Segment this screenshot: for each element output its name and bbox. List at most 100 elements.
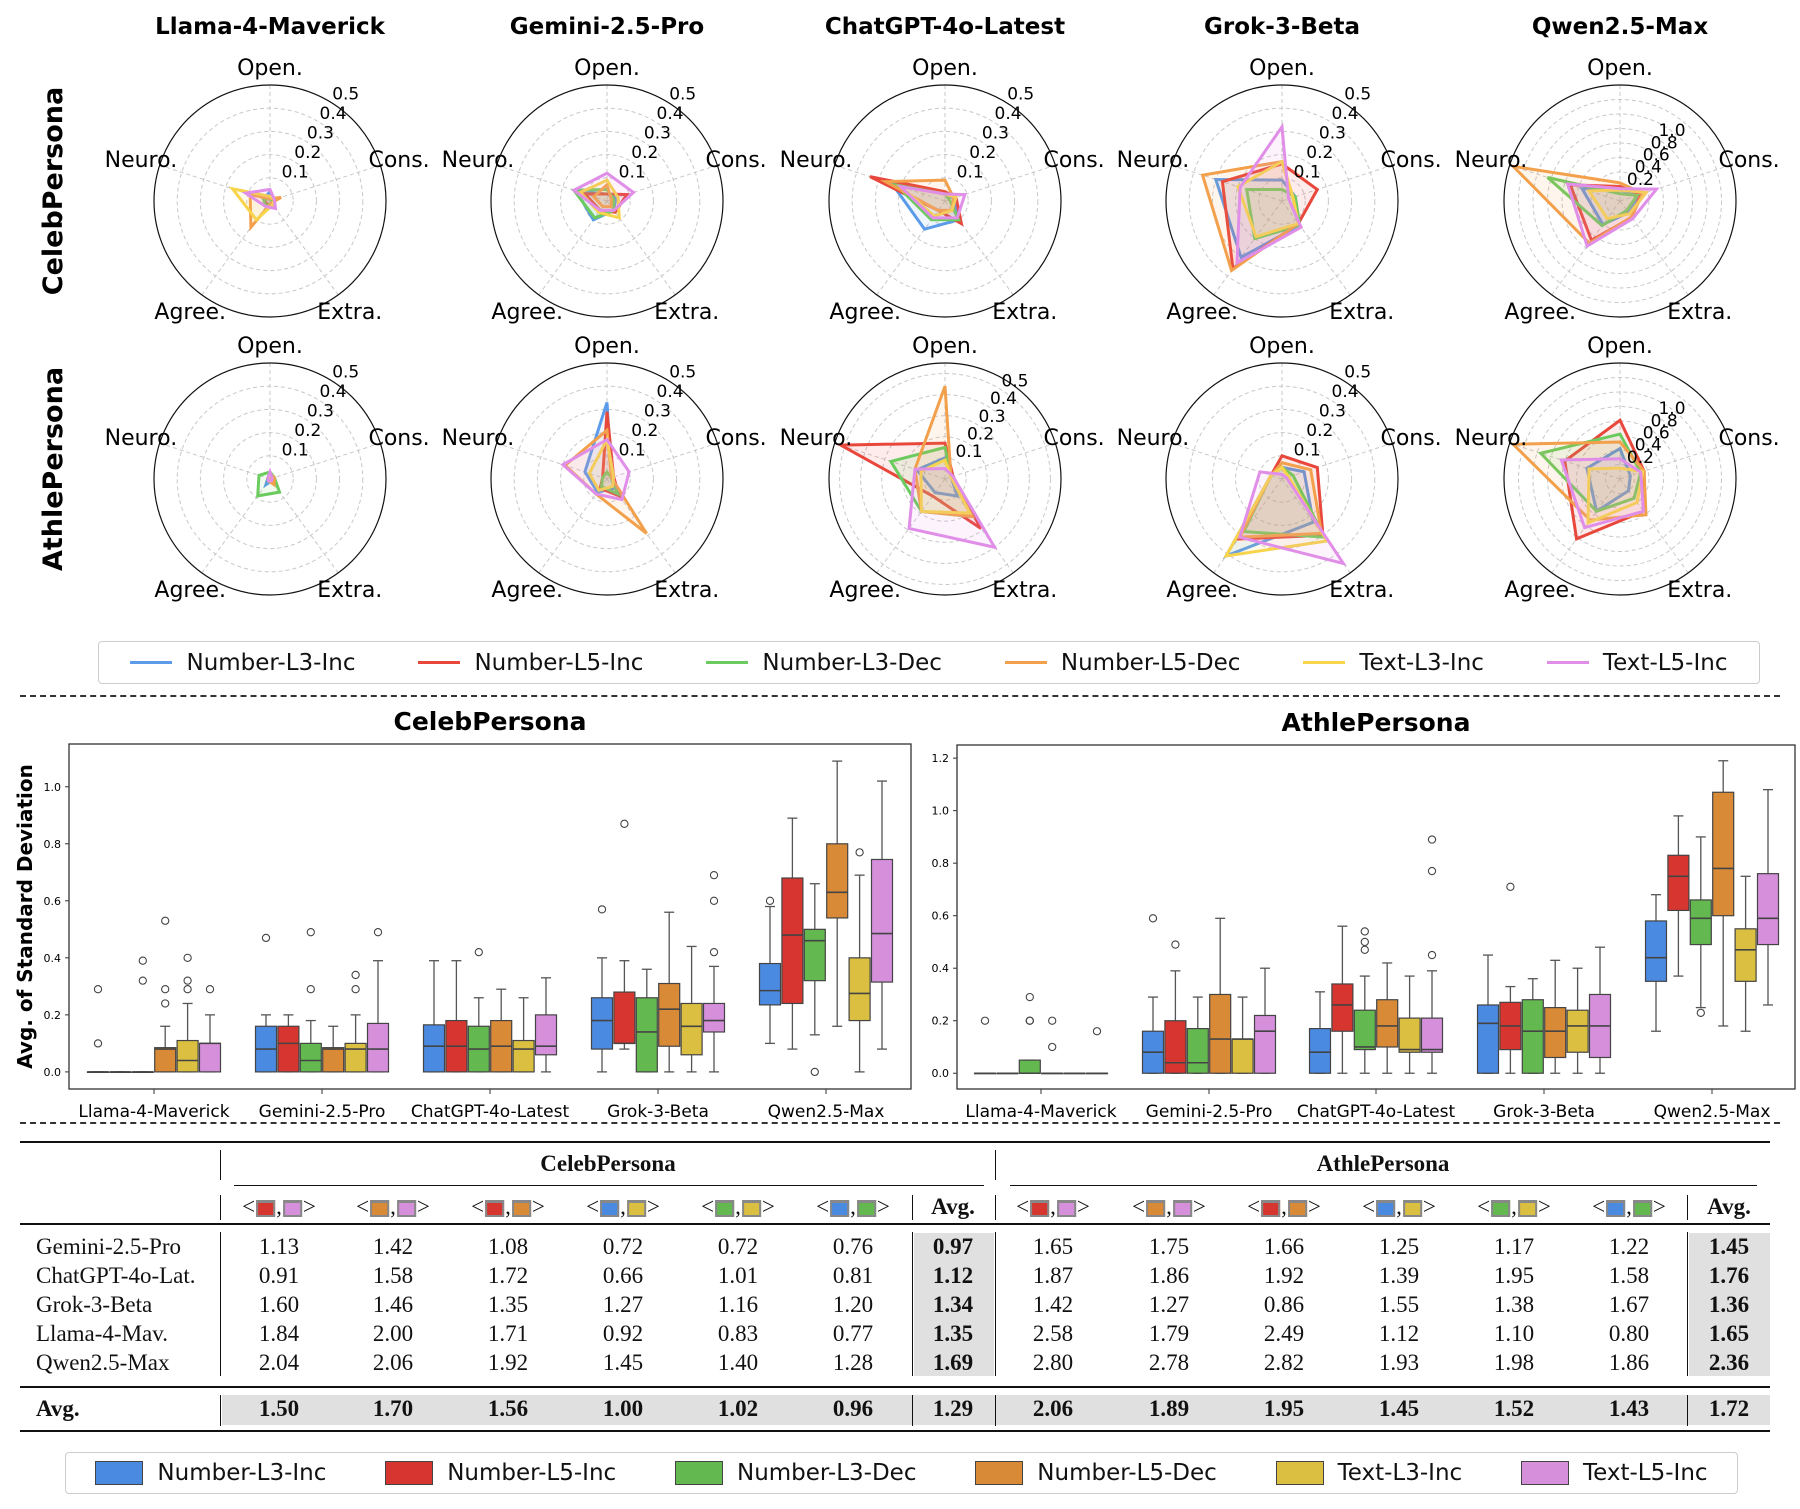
legend-label: Number-L5-Dec [1060,649,1241,676]
cmid-rule [1010,1185,1757,1186]
radar-axis-label: Extra. [317,300,382,325]
y-tick-label: 1.2 [932,752,950,765]
radar-chart: 0.10.20.30.40.5 Open. Cons. Extra. Agree. Neu… [442,334,767,603]
table-cell: 0.97 [932,1234,974,1259]
outlier-point [1048,1016,1057,1025]
radar-axis-label: Cons. [368,148,429,173]
table-cell: 1.01 [717,1263,759,1288]
table-cell: 1.71 [487,1321,529,1346]
avg-header: Avg. [1707,1194,1751,1219]
radar-spoke [606,442,718,480]
table-cell: 1.42 [372,1234,414,1259]
radar-tick-label: 0.4 [320,382,347,402]
vertical-rule [220,1232,221,1376]
radar-axis-label: Open. [1587,56,1653,81]
radar-spoke [269,442,381,480]
outlier-point [351,970,360,980]
radar-spoke [1619,478,1689,574]
vertical-rule [1687,1395,1688,1426]
legend-item: Number-L3-Dec [706,650,942,676]
radar-tick-label: 0.4 [320,104,347,124]
row-model-name: ChatGPT-4o-Lat. [36,1263,196,1288]
y-tick-label: 0.8 [44,838,62,851]
table-cell: 0.72 [717,1234,759,1259]
y-tick-label: 0.4 [932,962,950,975]
table-cell: 1.67 [1608,1292,1650,1317]
box-number-l5-dec [154,1047,177,1073]
pair-header: <, > [1477,1194,1551,1219]
outlier-point [183,985,192,994]
radar-series-text-l5-inc [241,187,278,211]
radar-spoke [496,164,608,202]
table-cell: 0.76 [832,1234,874,1259]
outlier-point [93,1039,103,1048]
radar-tick-label: 0.8 [1651,133,1678,153]
table-cell: 2.00 [372,1321,414,1346]
swatch [1172,1200,1192,1218]
radar-spoke [269,478,339,574]
radar-tick-label: 0.5 [1344,363,1371,383]
radar-outline [490,362,724,596]
pair-header: <, > [816,1194,890,1219]
legend-item: Number-L3-Inc [95,1460,326,1486]
outlier-point [980,1016,990,1025]
table-cell: 2.58 [1032,1321,1074,1346]
radar-chart: 0.20.40.60.81.0 Open. Cons. Extra. Agree. Neu… [1455,334,1780,603]
radar-outline [1165,84,1399,318]
radar-chart: 0.20.40.60.81.0 Open. Cons. Extra. Agree. Neu… [1455,56,1780,325]
box-number-l3-dec [803,928,826,982]
radar-outline [153,84,387,318]
radar-tick-label: 0.4 [1332,382,1359,402]
model-title: Grok-3-Beta [1204,14,1360,40]
row-model-name: Grok-3-Beta [36,1292,153,1317]
table-cell: 1.35 [487,1292,529,1317]
y-tick-label: 0.2 [44,1009,62,1022]
radar-chart: 0.10.20.30.40.5 Open. Cons. Extra. Agree. Neu… [780,56,1105,325]
table-cell: 1.34 [932,1292,974,1317]
radar-tick-label: 0.1 [619,162,646,182]
legend-item: Number-L5-Dec [975,1460,1217,1486]
pair-header: <, > [356,1194,430,1219]
outlier-point [161,985,170,994]
radar-tick-label: 0.2 [631,143,658,163]
box-number-l3-inc [1644,920,1668,982]
outlier-point [373,928,383,937]
radar-axis-label: Cons. [705,426,766,451]
radar-spoke [944,200,1014,296]
radar-axis-label: Open. [1249,334,1315,359]
box-text-l3-inc [848,957,871,1022]
avg-cell: 1.95 [1263,1396,1305,1421]
swatch [1517,1200,1537,1218]
radar-tick-label: 0.3 [982,124,1009,144]
table-cell: 0.81 [832,1263,874,1288]
box-text-l3-inc [1398,1017,1421,1053]
y-tick-label: 0.8 [932,857,950,870]
radar-gridring [1235,432,1329,526]
table-cell: 1.93 [1378,1350,1420,1375]
radar-axis-label: Extra. [992,578,1057,603]
plot-frame [68,743,912,1090]
radar-tick-label: 0.1 [282,440,309,460]
radar-tick-label: 0.5 [1007,85,1034,105]
legend-swatch [1520,1461,1569,1485]
table-cell: 1.86 [1148,1263,1190,1288]
swatch [1261,1200,1281,1218]
radar-tick-label: 0.1 [1294,440,1321,460]
radar-legend: Number-L3-Inc Number-L5-Inc Number-L3-Dec N… [98,641,1760,684]
radar-axis-label: Agree. [491,300,563,325]
box-number-l5-inc [1331,983,1354,1032]
y-tick-label: 0.4 [44,952,62,965]
box-number-l3-dec [635,997,658,1073]
radar-axis-label: Extra. [1667,578,1732,603]
outlier-point [1148,914,1158,923]
y-tick-label: 0.2 [932,1015,950,1028]
table-cell: 0.72 [602,1234,644,1259]
radar-axis-label: Open. [912,56,978,81]
x-tick-label: ChatGPT-4o-Latest [411,1102,570,1122]
radar-axis-label: Neuro. [105,148,178,173]
radar-axis-label: Neuro. [442,148,515,173]
radar-spoke [944,164,1056,202]
radar-axis-label: Extra. [654,578,719,603]
divider [20,695,1780,697]
swatch [1491,1200,1511,1218]
